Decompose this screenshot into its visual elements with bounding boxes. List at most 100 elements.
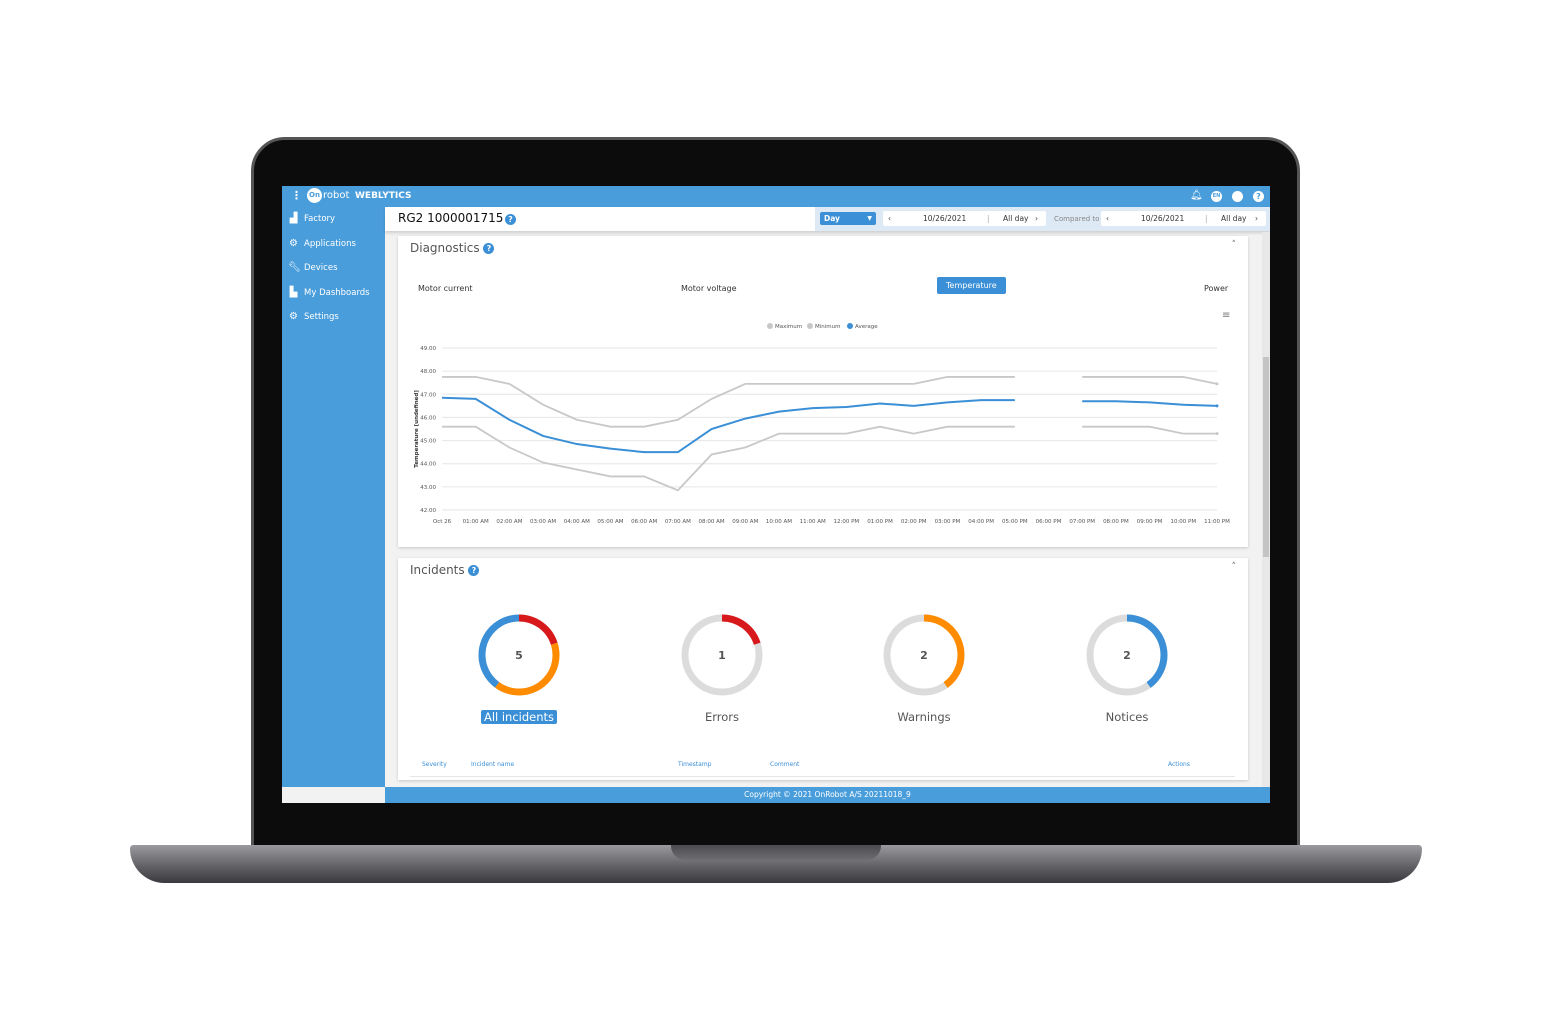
x-tick-label: 05:00 PM [1002,519,1028,525]
x-tick-label: 01:00 AM [463,519,489,525]
date-value[interactable]: 10/26/2021 [923,214,967,223]
help-icon[interactable]: ? [505,214,516,225]
column-header-severity[interactable]: Severity [422,761,447,768]
x-tick-label: 04:00 PM [968,519,994,525]
date-toolbar: Day ▼ ‹ 10/26/2021 | All day › Compared t… [815,207,1270,231]
y-tick-label: 44.00 [420,462,436,468]
donut-label[interactable]: Warnings [864,710,984,724]
donut-all-incidents[interactable]: 5 [474,610,564,700]
x-tick-label: 11:00 AM [800,519,826,525]
next-date-button[interactable]: › [1035,214,1038,223]
tab-power[interactable]: Power [1204,284,1229,293]
x-tick-label: Oct 26 [433,519,452,525]
donut-errors[interactable]: 1 [677,610,767,700]
legend-marker [847,323,853,329]
donut-segment-error [681,614,763,696]
legend-label: Minimum [815,324,841,330]
y-axis-label: Temperature [undefined] [414,390,420,468]
compare-date-picker: ‹ 10/26/2021 | All day › [1101,211,1266,226]
sidebar-item-my-dashboards[interactable]: ▙ My Dashboards [288,288,370,299]
donut-notices[interactable]: 2 [1082,610,1172,700]
x-tick-label: 08:00 AM [699,519,725,525]
x-tick-label: 12:00 PM [834,519,860,525]
donut-label-text: All incidents [480,710,558,724]
sidebar-item-settings[interactable]: ⚙ Settings [288,311,339,323]
next-date-button[interactable]: › [1255,214,1258,223]
legend-label: Average [855,324,878,330]
donut-label-text: Errors [704,710,740,724]
card-title: Diagnostics [410,241,480,255]
series-line-average [441,396,1218,454]
sidebar: ▟ Factory ⚙ Applications 🔧︎ Devices ▙ My Das… [282,207,385,787]
period-select[interactable]: Day ▼ [820,212,876,225]
sidebar-item-label: Settings [304,312,339,322]
donut-segment-warning [883,614,965,696]
x-tick-label: 03:00 AM [530,519,556,525]
page-header: RG2 1000001715 ? Day ▼ ‹ 10/26/2021 | All… [385,207,1270,231]
tab-temperature[interactable]: Temperature [937,277,1006,294]
menu-kebab-icon[interactable]: ⋮ [291,189,302,202]
tab-motor-current[interactable]: Motor current [418,284,473,293]
sidebar-item-label: Applications [304,239,356,249]
column-header-incident-name[interactable]: Incident name [471,761,515,768]
incidents-card: Incidents ? ˄ 5 All incidents 1 Errors 2 Warn… [398,558,1248,780]
collapse-chevron-icon[interactable]: ˄ [1231,240,1237,250]
series-point [1215,432,1219,436]
top-bar: ⋮ On robot WEBLYTICS 🔔︎ EN ? [282,186,1270,207]
y-tick-label: 49.00 [420,346,436,352]
sidebar-item-devices[interactable]: 🔧︎ Devices [288,263,338,274]
help-icon[interactable]: ? [483,243,495,254]
donut-label[interactable]: Notices [1067,710,1187,724]
donut-label[interactable]: All incidents [459,710,579,724]
x-tick-label: 10:00 AM [766,519,792,525]
donut-label[interactable]: Errors [662,710,782,724]
gear-icon: ⚙ [289,311,298,322]
x-tick-label: 07:00 AM [665,519,691,525]
sidebar-item-label: Factory [304,214,336,224]
x-tick-label: 09:00 AM [732,519,758,525]
donut-segment-notice [478,614,560,696]
column-header-comment[interactable]: Comment [770,761,800,768]
factory-icon: ▟ [289,213,298,224]
x-tick-label: 01:00 PM [867,519,893,525]
help-icon[interactable]: ? [468,565,480,576]
product-name: WEBLYTICS [355,191,412,201]
help-icon[interactable]: ? [1253,191,1264,202]
x-tick-label: 09:00 PM [1137,519,1163,525]
sidebar-item-applications[interactable]: ⚙ Applications [288,239,356,250]
x-tick-label: 08:00 PM [1103,519,1129,525]
legend-label: Maximum [775,324,802,330]
x-tick-label: 06:00 PM [1036,519,1062,525]
range-value[interactable]: All day [1003,214,1029,223]
bell-icon[interactable]: 🔔︎ [1190,190,1203,201]
series-point [1215,404,1219,408]
scrollbar[interactable] [1262,232,1270,787]
compare-date-value[interactable]: 10/26/2021 [1141,214,1185,223]
series-line-maximum [442,376,1218,428]
date-picker: ‹ 10/26/2021 | All day › [883,211,1046,226]
brand-name: robot [323,190,350,201]
user-icon[interactable] [1232,191,1243,202]
x-tick-label: 06:00 AM [631,519,657,525]
chevron-down-icon: ▼ [867,215,872,222]
donut-value: 1 [718,649,726,662]
series-point [1215,382,1219,386]
donut-label-text: Notices [1105,710,1149,724]
language-icon[interactable]: EN [1211,191,1222,202]
column-header-timestamp[interactable]: Timestamp [678,761,712,768]
x-tick-label: 07:00 PM [1069,519,1095,525]
sidebar-item-label: Devices [304,263,338,273]
prev-date-button[interactable]: ‹ [888,214,891,223]
collapse-chevron-icon[interactable]: ˄ [1231,562,1237,572]
compared-label: Compared to [1054,215,1100,223]
chart-menu-icon[interactable]: ≡ [1222,310,1231,321]
column-header-actions[interactable]: Actions [1168,761,1190,768]
x-tick-label: 02:00 AM [496,519,522,525]
compare-range-value[interactable]: All day [1221,214,1247,223]
donut-warnings[interactable]: 2 [879,610,969,700]
sidebar-item-label: My Dashboards [304,288,370,298]
x-tick-label: 10:00 PM [1170,519,1196,525]
prev-date-button[interactable]: ‹ [1106,214,1109,223]
tab-motor-voltage[interactable]: Motor voltage [681,284,737,293]
sidebar-item-factory[interactable]: ▟ Factory [288,213,336,225]
